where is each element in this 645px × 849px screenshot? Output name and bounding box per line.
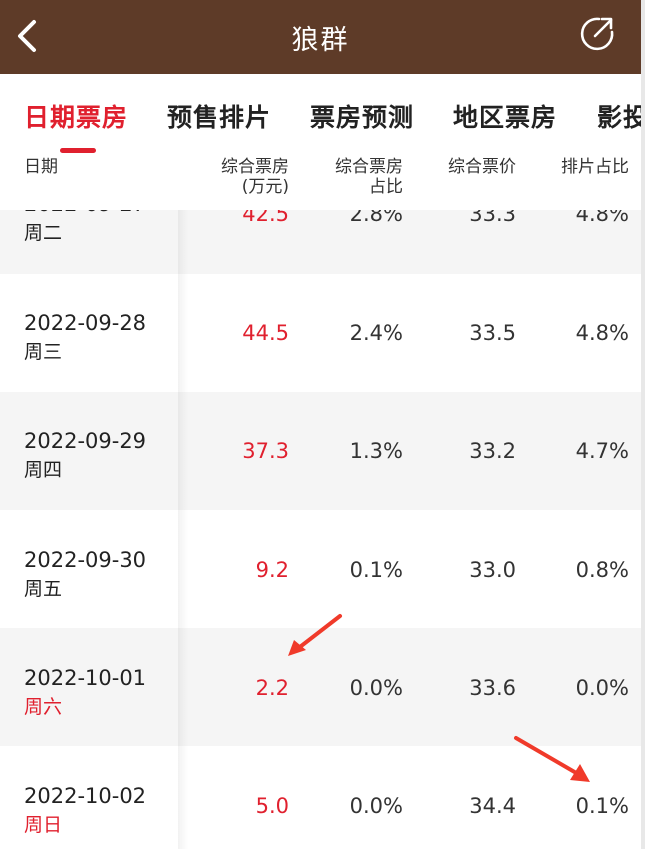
table-row[interactable]: 2022-10-02 周日 5.0 0.0% 34.4 0.1% (0, 746, 641, 849)
column-header-box-office-line1: 综合票房 (221, 157, 289, 177)
share-value: 0.0% (349, 794, 403, 818)
column-header-share: 综合票房 占比 (335, 157, 403, 197)
active-tab-indicator (60, 148, 96, 153)
date-cell: 2022-09-29 周四 (0, 392, 178, 510)
row-date: 2022-09-30 (24, 548, 147, 572)
schedule-value: 0.1% (575, 794, 629, 818)
box-office-table[interactable]: 2022-09-27 周二 42.5 2.8% 33.3 4.8% 2022-0… (0, 156, 641, 849)
share-value: 1.3% (349, 439, 403, 463)
row-date: 2022-09-28 (24, 311, 147, 335)
box-office-value: 5.0 (255, 794, 289, 818)
date-cell: 2022-10-02 周日 (0, 746, 178, 849)
row-weekday: 周四 (24, 459, 63, 481)
box-office-value: 37.3 (242, 439, 289, 463)
table-row[interactable]: 2022-09-28 周三 44.5 2.4% 33.5 4.8% (0, 274, 641, 392)
row-date: 2022-10-01 (24, 666, 147, 690)
schedule-value: 0.0% (575, 676, 629, 700)
box-office-value: 9.2 (255, 558, 289, 582)
box-office-value: 2.2 (255, 676, 289, 700)
tab-region-box-office[interactable]: 地区票房 (453, 103, 558, 132)
schedule-value: 4.8% (575, 321, 629, 345)
column-header-share-line1: 综合票房 (335, 157, 403, 177)
row-date: 2022-10-02 (24, 784, 147, 808)
chevron-left-icon[interactable] (10, 16, 46, 56)
table-row[interactable]: 2022-10-01 周六 2.2 0.0% 33.6 0.0% (0, 628, 641, 746)
price-value: 33.5 (469, 321, 516, 345)
column-header-schedule: 排片占比 (561, 157, 629, 177)
tab-bar: 日期票房 预售排片 票房预测 地区票房 影投 (0, 74, 641, 154)
row-date: 2022-09-29 (24, 429, 147, 453)
row-weekday: 周六 (24, 696, 63, 718)
price-value: 34.4 (469, 794, 516, 818)
price-value: 33.0 (469, 558, 516, 582)
table-row[interactable]: 2022-09-30 周五 9.2 0.1% 33.0 0.8% (0, 510, 641, 628)
share-value: 0.0% (349, 676, 403, 700)
column-header-box-office: 综合票房 (万元) (221, 157, 289, 197)
tab-presale-schedule[interactable]: 预售排片 (167, 103, 272, 132)
tab-box-office-forecast[interactable]: 票房预测 (310, 103, 415, 132)
price-value: 33.6 (469, 676, 516, 700)
share-value: 2.4% (349, 321, 403, 345)
tab-date-box-office[interactable]: 日期票房 (24, 103, 129, 132)
schedule-value: 4.7% (575, 439, 629, 463)
box-office-value: 44.5 (242, 321, 289, 345)
row-weekday: 周五 (24, 578, 63, 600)
price-value: 33.2 (469, 439, 516, 463)
schedule-value: 0.8% (575, 558, 629, 582)
date-cell: 2022-10-01 周六 (0, 628, 178, 746)
tab-investor[interactable]: 影投 (597, 103, 641, 132)
share-arrow-icon[interactable] (577, 14, 617, 54)
table-row[interactable]: 2022-09-29 周四 37.3 1.3% 33.2 4.7% (0, 392, 641, 510)
date-cell: 2022-09-30 周五 (0, 510, 178, 628)
row-weekday: 周日 (24, 814, 63, 836)
column-header-date: 日期 (24, 157, 58, 177)
row-weekday: 周二 (24, 222, 63, 244)
date-cell: 2022-09-28 周三 (0, 274, 178, 392)
row-weekday: 周三 (24, 341, 63, 363)
column-header-share-line2: 占比 (369, 177, 403, 197)
right-edge-strip (641, 0, 645, 849)
top-bar: 狼群 (0, 0, 641, 74)
column-header-price: 综合票价 (448, 157, 516, 177)
column-header-box-office-unit: (万元) (241, 177, 289, 197)
page-title: 狼群 (291, 25, 350, 56)
share-value: 0.1% (349, 558, 403, 582)
table-header: 日期 综合票房 (万元) 综合票房 占比 综合票价 排片占比 (0, 154, 641, 210)
